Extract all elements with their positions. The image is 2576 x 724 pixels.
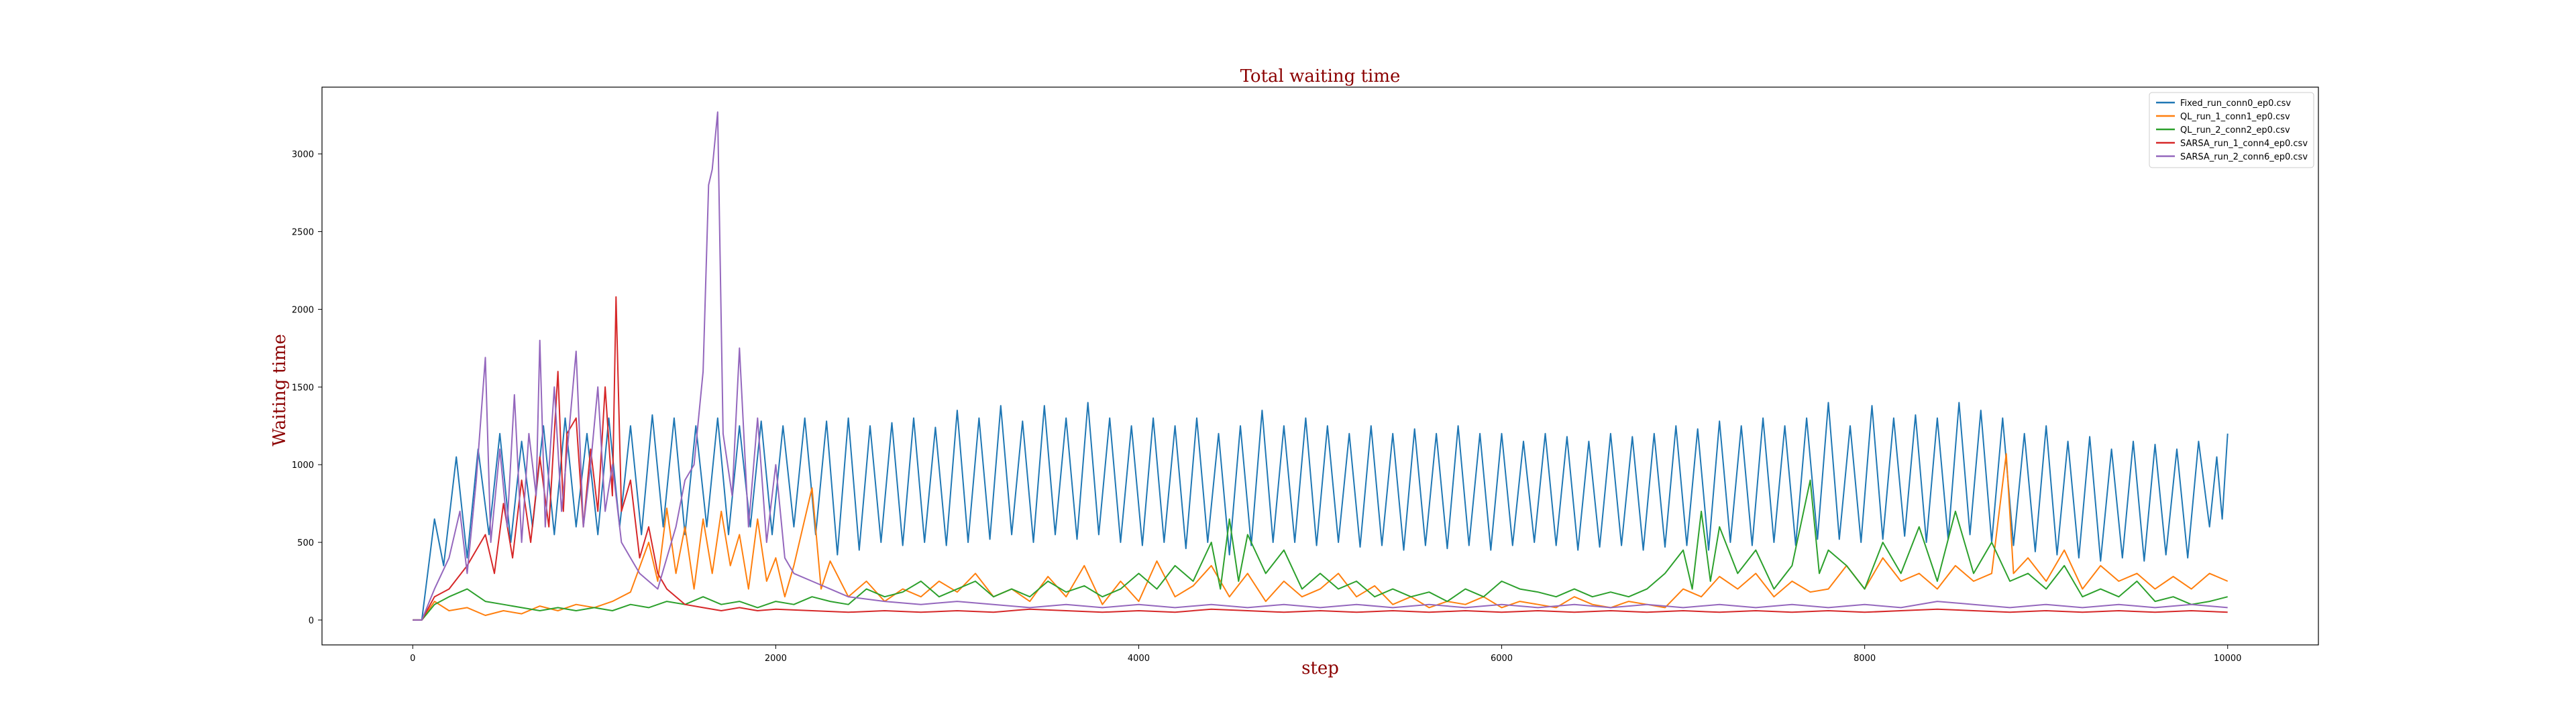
x-tick-label: 0: [410, 654, 415, 664]
y-tick-label: 2000: [292, 305, 314, 315]
x-axis-ticks: 0 2000 4000 6000 8000 10000: [410, 645, 2241, 664]
chart-title: Total waiting time: [1240, 66, 1401, 86]
x-tick-label: 8000: [1854, 654, 1876, 664]
y-tick-label: 3000: [292, 150, 314, 160]
legend-label-4: SARSA_run_1_conn4_ep0.csv: [2180, 139, 2308, 149]
legend-label-2: QL_run_1_conn1_ep0.csv: [2180, 112, 2290, 122]
x-tick-label: 4000: [1128, 654, 1150, 664]
series-line-2: [413, 452, 2229, 621]
legend-label-5: SARSA_run_2_conn6_ep0.csv: [2180, 152, 2308, 162]
legend-box: [2149, 92, 2314, 168]
plot-frame: [321, 86, 2319, 646]
y-axis-label: Waiting time: [270, 334, 290, 446]
x-tick-label: 6000: [1491, 654, 1513, 664]
legend-label-3: QL_run_2_conn2_ep0.csv: [2180, 125, 2290, 135]
x-tick-label: 2000: [765, 654, 787, 664]
x-axis-label: step: [1301, 658, 1339, 678]
series-line-1: [413, 402, 2229, 621]
legend: Fixed_run_conn0_ep0.csv QL_run_1_conn1_ep…: [2149, 92, 2314, 168]
series-line-4: [413, 296, 2228, 621]
y-tick-label: 500: [297, 538, 314, 548]
plot-lines: [413, 111, 2229, 621]
y-tick-label: 1500: [292, 383, 314, 393]
y-tick-label: 2500: [292, 228, 314, 238]
series-line-3: [413, 479, 2228, 621]
series-line-5: [413, 111, 2228, 621]
y-axis-ticks: 0 500 1000 1500 2000 2500 3000: [292, 150, 322, 626]
y-tick-label: 0: [309, 616, 314, 626]
legend-label-1: Fixed_run_conn0_ep0.csv: [2180, 99, 2291, 109]
y-tick-label: 1000: [292, 461, 314, 471]
x-tick-label: 10000: [2214, 654, 2241, 664]
